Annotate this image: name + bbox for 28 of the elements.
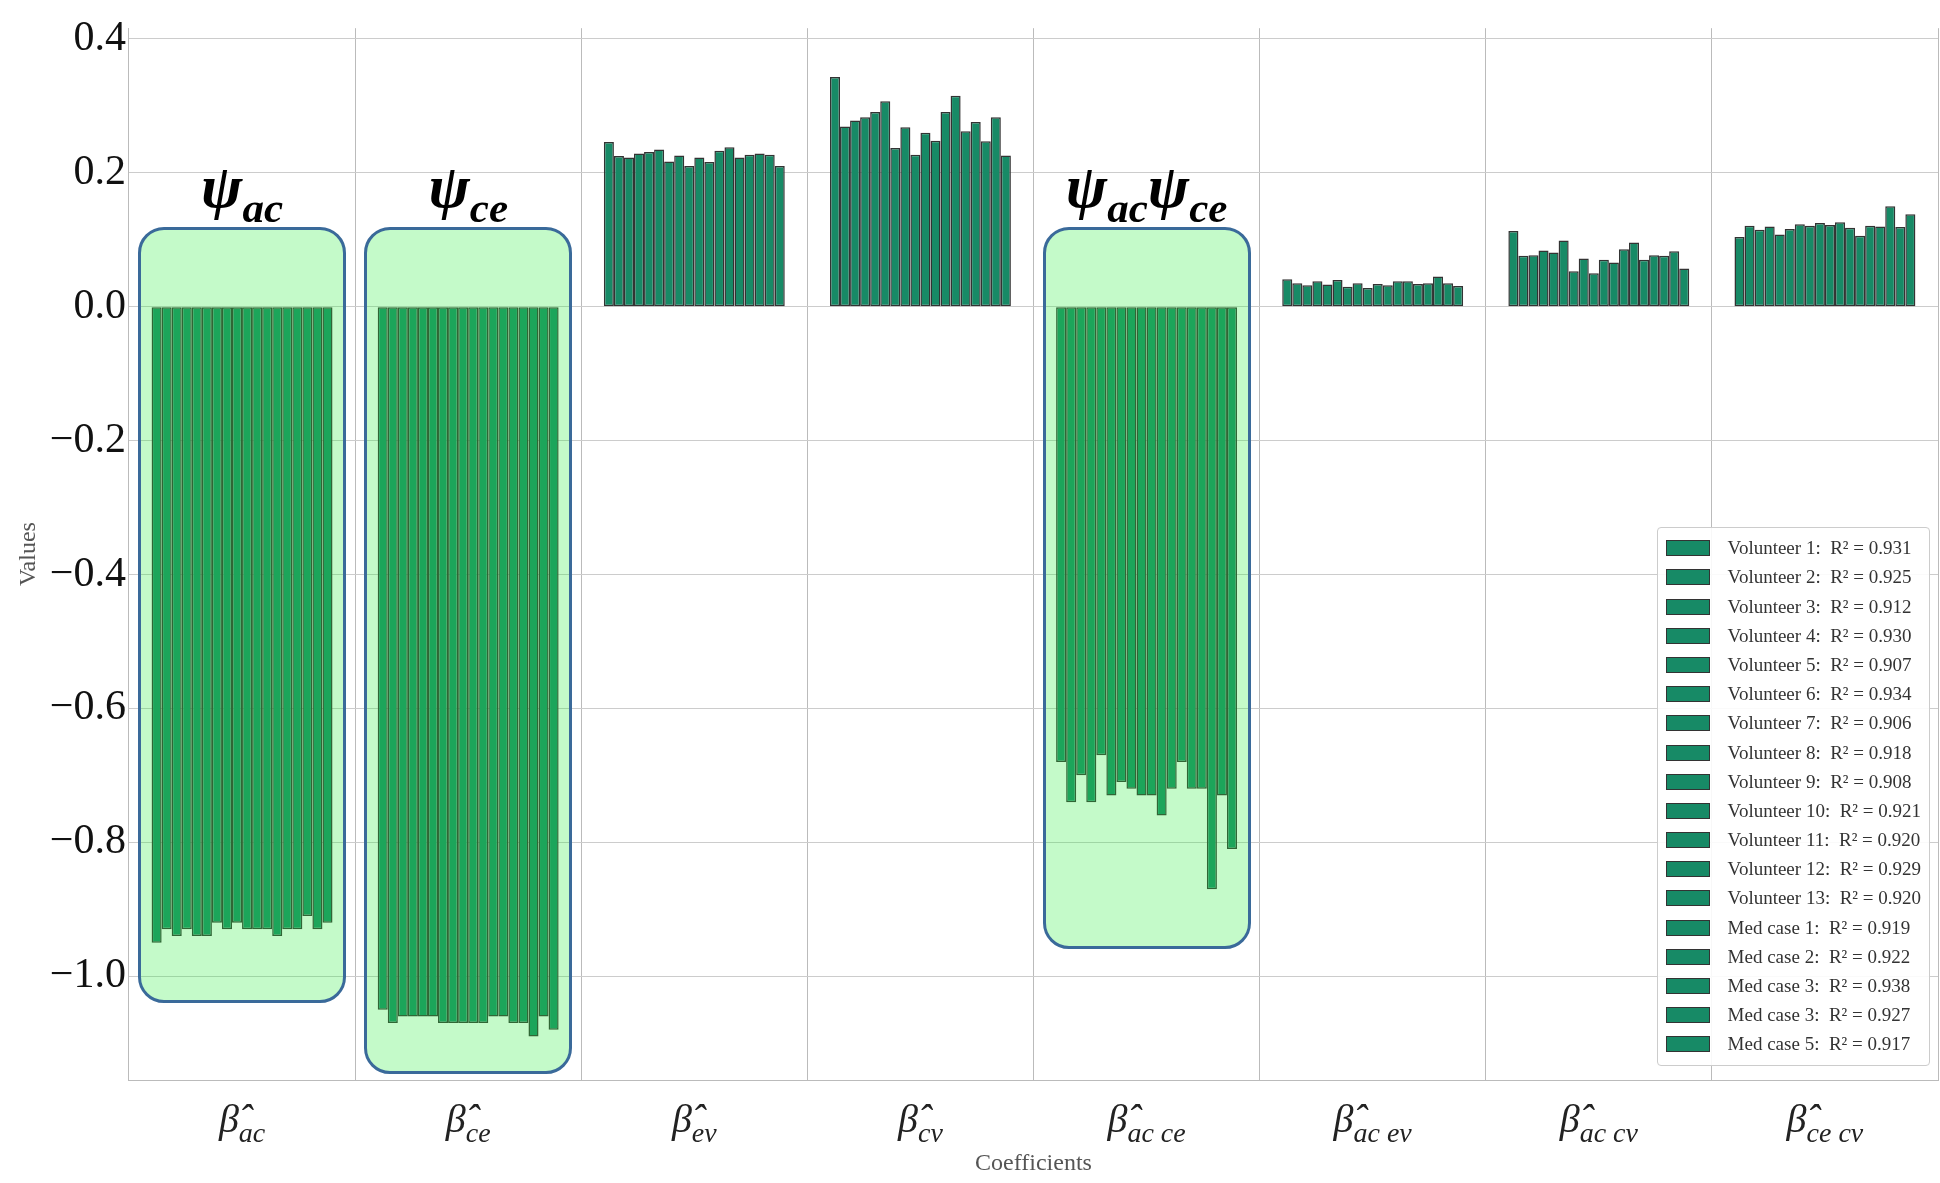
y-tick-label: −0.6 — [49, 682, 126, 729]
y-tick-label: −0.4 — [49, 548, 126, 595]
y-tick-label: 0.0 — [73, 280, 126, 327]
legend-label: Volunteer 13: R² = 0.920 — [1727, 887, 1921, 910]
legend-label: Volunteer 11: R² = 0.920 — [1727, 829, 1921, 852]
legend-label: Volunteer 4: R² = 0.930 — [1727, 624, 1912, 647]
y-tick-label: −1.0 — [49, 950, 126, 997]
legend-label: Volunteer 12: R² = 0.929 — [1727, 858, 1921, 881]
legend-label: Med case 1: R² = 0.919 — [1727, 916, 1911, 939]
legend-label: Med case 5: R² = 0.917 — [1727, 1033, 1911, 1056]
legend-label: Volunteer 3: R² = 0.912 — [1727, 595, 1912, 618]
legend-label: Volunteer 5: R² = 0.907 — [1727, 653, 1912, 676]
legend-label: Med case 2: R² = 0.922 — [1727, 945, 1911, 968]
legend-label: Volunteer 10: R² = 0.921 — [1727, 799, 1921, 822]
legend-label: Volunteer 7: R² = 0.906 — [1727, 712, 1912, 735]
legend-label: Volunteer 6: R² = 0.934 — [1727, 683, 1912, 706]
legend-label: Med case 3: R² = 0.938 — [1727, 975, 1911, 998]
y-tick-label: 0.4 — [73, 12, 126, 59]
legend-label: Volunteer 1: R² = 0.931 — [1727, 537, 1912, 560]
legend-label: Volunteer 2: R² = 0.925 — [1727, 566, 1912, 589]
legend-label: Volunteer 9: R² = 0.908 — [1727, 770, 1912, 793]
y-tick-label: −0.2 — [49, 414, 126, 461]
legend-label: Volunteer 8: R² = 0.918 — [1727, 741, 1912, 764]
y-tick-label: 0.2 — [73, 146, 126, 193]
y-axis-title: Values — [13, 522, 40, 587]
y-tick-label: −0.8 — [49, 816, 126, 863]
legend-label: Med case 3: R² = 0.927 — [1727, 1004, 1911, 1027]
x-axis-title: Coefficients — [975, 1149, 1092, 1175]
